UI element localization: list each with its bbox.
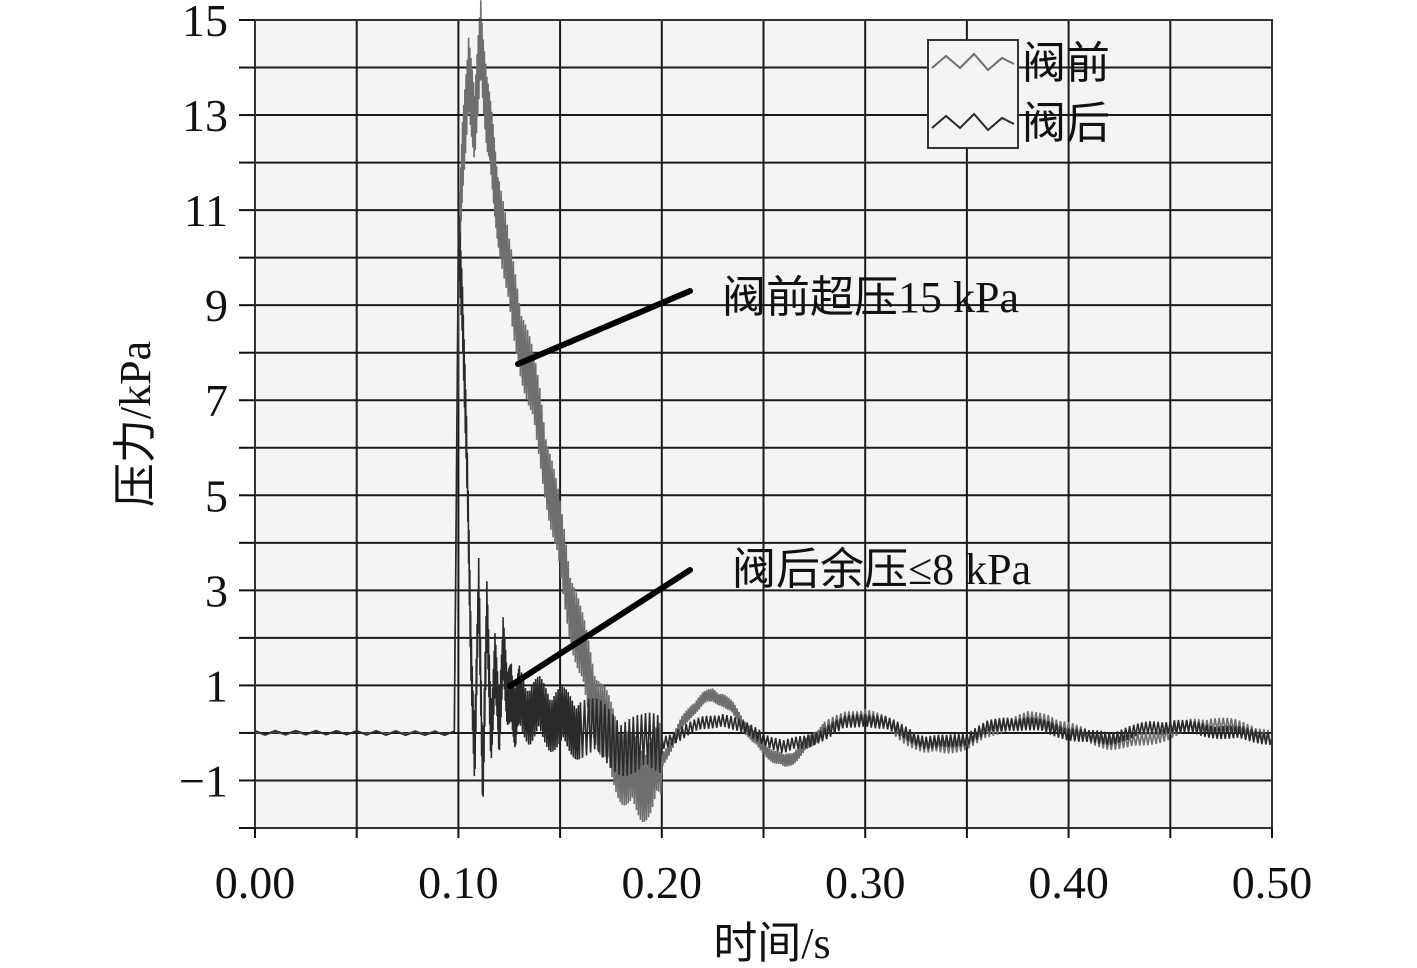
- y-tick-label: 5: [205, 470, 228, 521]
- y-tick-label: 15: [182, 0, 228, 46]
- legend-label: 阀后: [1022, 99, 1110, 148]
- y-tick-label: 13: [182, 90, 228, 141]
- x-tick-label: 0.40: [1028, 857, 1109, 908]
- x-tick-label: 0.10: [418, 857, 499, 908]
- annotation-label: 阀后余压≤8 kPa: [732, 545, 1031, 594]
- series-layer: [254, 0, 1273, 823]
- x-tick-label: 0.30: [825, 857, 906, 908]
- x-axis-title: 时间/s: [713, 919, 830, 968]
- y-tick-label: 3: [205, 565, 228, 616]
- series-line-after-valve: [254, 216, 1273, 797]
- annotations: 阀前超压15 kPa 阀后余压≤8 kPa: [507, 273, 1031, 689]
- x-tick-label: 0.00: [215, 857, 296, 908]
- annotation-label: 阀前超压15 kPa: [722, 273, 1019, 322]
- y-axis-title: 压力/kPa: [111, 341, 160, 507]
- legend-swatch: [931, 52, 1015, 72]
- x-tick-label: 0.20: [622, 857, 703, 908]
- legend-swatch: [931, 112, 1015, 132]
- y-tick-label: 7: [205, 375, 228, 426]
- series-line-before-valve: [254, 0, 1273, 823]
- x-tick-label: 0.50: [1232, 857, 1313, 908]
- y-tick-label: 9: [205, 280, 228, 331]
- annotation-leader-line: [515, 288, 693, 367]
- y-tick-label: −1: [179, 755, 228, 806]
- y-tick-label: 1: [205, 660, 228, 711]
- legend-label: 阀前: [1022, 39, 1110, 88]
- annotation-leader-line: [507, 567, 693, 689]
- y-tick-label: 11: [184, 185, 228, 236]
